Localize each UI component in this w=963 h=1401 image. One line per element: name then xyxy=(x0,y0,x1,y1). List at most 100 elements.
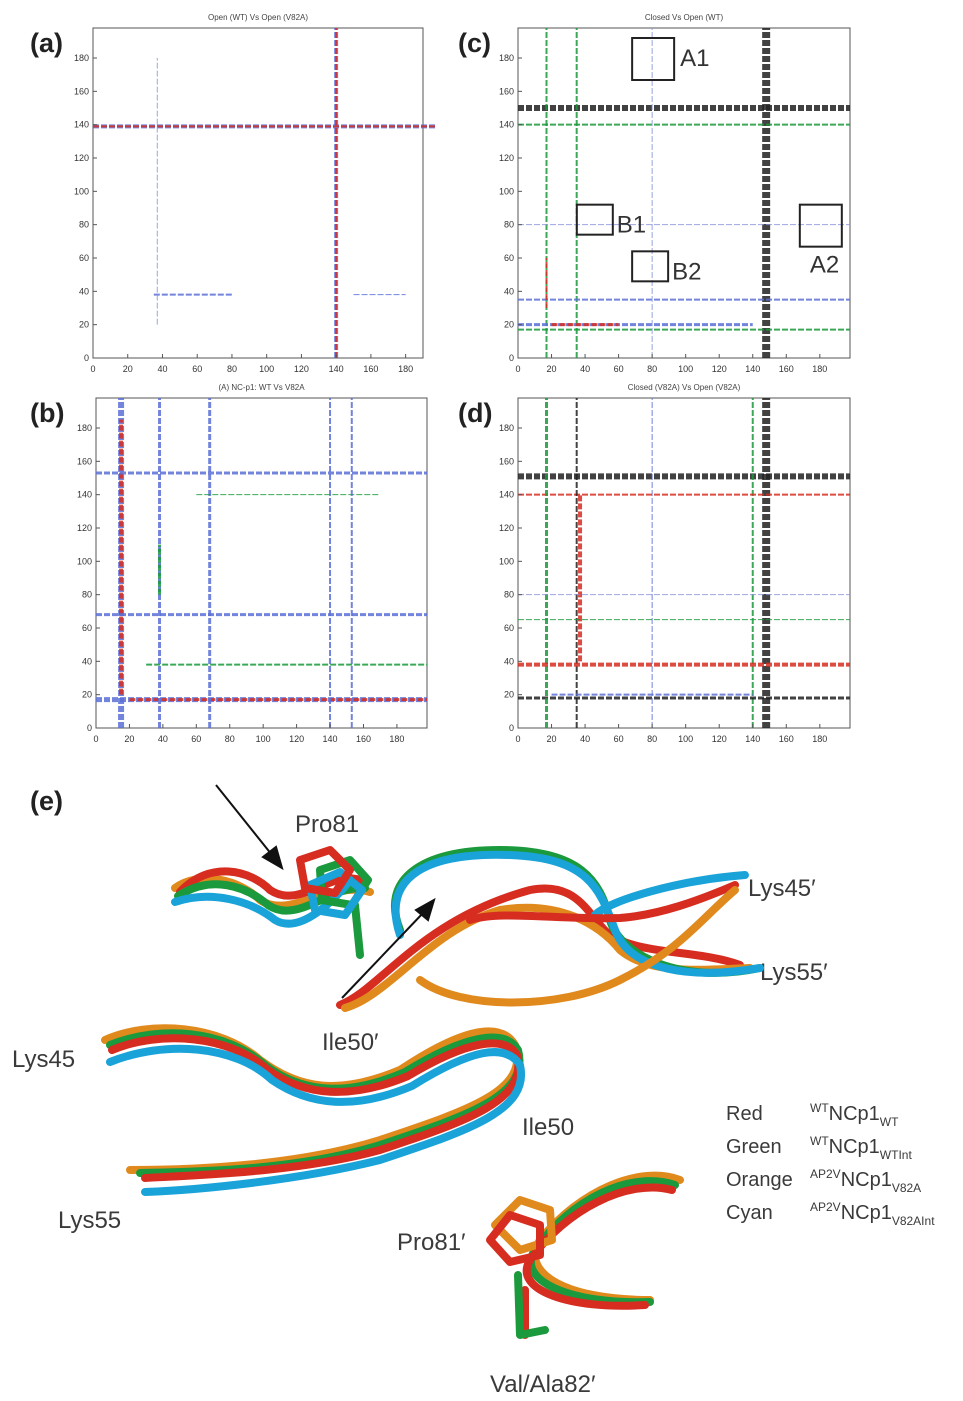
panel-title: Open (WT) Vs Open (V82A) xyxy=(208,13,308,22)
arrow-head xyxy=(414,897,436,922)
y-tick-label: 20 xyxy=(504,320,514,330)
y-tick-label: 100 xyxy=(77,556,92,566)
legend-sub: WT xyxy=(880,1115,899,1129)
y-tick-label: 0 xyxy=(87,723,92,733)
y-tick-label: 60 xyxy=(79,253,89,263)
y-tick-label: 20 xyxy=(504,690,514,700)
x-tick-label: 140 xyxy=(745,734,760,744)
x-tick-label: 40 xyxy=(157,364,167,374)
y-tick-label: 180 xyxy=(77,423,92,433)
x-tick-label: 0 xyxy=(515,734,520,744)
y-tick-label: 0 xyxy=(509,353,514,363)
legend-sup: AP2V xyxy=(810,1167,841,1181)
y-tick-label: 160 xyxy=(499,86,514,96)
y-tick-label: 160 xyxy=(74,86,89,96)
y-tick-label: 180 xyxy=(499,53,514,63)
legend-main: NCp1 xyxy=(841,1169,892,1191)
legend-sub: WTInt xyxy=(880,1148,913,1162)
panel-label: (b) xyxy=(30,398,64,428)
legend-color: Green xyxy=(726,1136,782,1158)
x-tick-label: 20 xyxy=(547,364,557,374)
arrow xyxy=(215,784,273,856)
plot-frame xyxy=(95,397,428,729)
panel-title: Closed Vs Open (WT) xyxy=(645,13,724,22)
x-tick-label: 60 xyxy=(614,734,624,744)
legend-sub: V82AInt xyxy=(892,1214,935,1228)
arrows xyxy=(215,784,436,999)
x-tick-label: 180 xyxy=(398,364,413,374)
x-tick-label: 80 xyxy=(227,364,237,374)
ring xyxy=(514,1271,549,1339)
y-tick-label: 40 xyxy=(504,286,514,296)
legend-formula: AP2VNCp1V82A xyxy=(810,1167,921,1195)
x-tick-label: 60 xyxy=(191,734,201,744)
x-tick-label: 120 xyxy=(712,734,727,744)
residue-label: Lys55′ xyxy=(760,959,828,986)
legend-formula: WTNCp1WTInt xyxy=(810,1134,912,1162)
y-tick-label: 160 xyxy=(499,456,514,466)
x-tick-label: 100 xyxy=(678,734,693,744)
ribbon xyxy=(466,881,739,924)
legend-color: Orange xyxy=(726,1169,793,1191)
legend-color: Red xyxy=(726,1103,763,1125)
annotation-label: A1 xyxy=(680,45,709,72)
x-tick-label: 40 xyxy=(158,734,168,744)
x-tick-label: 140 xyxy=(329,364,344,374)
plot-frame xyxy=(517,397,851,729)
x-tick-label: 120 xyxy=(294,364,309,374)
y-tick-label: 40 xyxy=(82,656,92,666)
y-tick-label: 140 xyxy=(77,490,92,500)
legend-sup: WT xyxy=(810,1101,829,1115)
y-tick-label: 0 xyxy=(509,723,514,733)
ribbons xyxy=(101,784,764,1339)
x-tick-label: 120 xyxy=(289,734,304,744)
x-tick-label: 180 xyxy=(389,734,404,744)
legend-main: NCp1 xyxy=(829,1136,880,1158)
legend-formula: WTNCp1WT xyxy=(810,1101,899,1129)
panel-title: (A) NC-p1: WT Vs V82A xyxy=(218,383,305,392)
y-tick-label: 120 xyxy=(499,153,514,163)
y-tick-label: 120 xyxy=(74,153,89,163)
residue-label: Val/Ala82′ xyxy=(490,1371,596,1396)
y-tick-label: 140 xyxy=(499,490,514,500)
panel-label: (c) xyxy=(458,28,491,58)
panel-label: (a) xyxy=(30,28,63,58)
ribbon xyxy=(416,886,739,1007)
x-tick-label: 140 xyxy=(323,734,338,744)
y-tick-label: 160 xyxy=(77,456,92,466)
legend-color: Cyan xyxy=(726,1202,773,1224)
x-tick-label: 160 xyxy=(779,734,794,744)
x-tick-label: 160 xyxy=(356,734,371,744)
y-tick-label: 180 xyxy=(499,423,514,433)
residue-label: Lys55 xyxy=(58,1207,121,1234)
ribbon xyxy=(108,1034,523,1182)
annotation-label: A2 xyxy=(810,252,839,279)
annotation-box xyxy=(631,37,676,81)
x-tick-label: 20 xyxy=(124,734,134,744)
y-tick-label: 20 xyxy=(79,320,89,330)
arrow xyxy=(341,911,425,999)
x-tick-label: 180 xyxy=(812,364,827,374)
y-tick-label: 140 xyxy=(74,120,89,130)
y-tick-label: 100 xyxy=(499,556,514,566)
y-tick-label: 20 xyxy=(82,690,92,700)
x-tick-label: 80 xyxy=(647,364,657,374)
annotation-label: B1 xyxy=(617,212,646,239)
y-tick-label: 80 xyxy=(504,220,514,230)
panel-label: (d) xyxy=(458,398,492,428)
ribbon xyxy=(176,867,364,900)
x-tick-label: 0 xyxy=(90,364,95,374)
x-tick-label: 160 xyxy=(363,364,378,374)
ribbon xyxy=(106,1044,526,1196)
y-tick-label: 60 xyxy=(82,623,92,633)
x-tick-label: 20 xyxy=(123,364,133,374)
annotation-label: B2 xyxy=(672,258,701,285)
ring xyxy=(306,868,366,919)
y-tick-label: 100 xyxy=(74,186,89,196)
y-tick-label: 60 xyxy=(504,253,514,263)
x-tick-label: 20 xyxy=(547,734,557,744)
x-tick-label: 160 xyxy=(779,364,794,374)
x-tick-label: 40 xyxy=(580,364,590,374)
annotation-box xyxy=(631,250,670,283)
